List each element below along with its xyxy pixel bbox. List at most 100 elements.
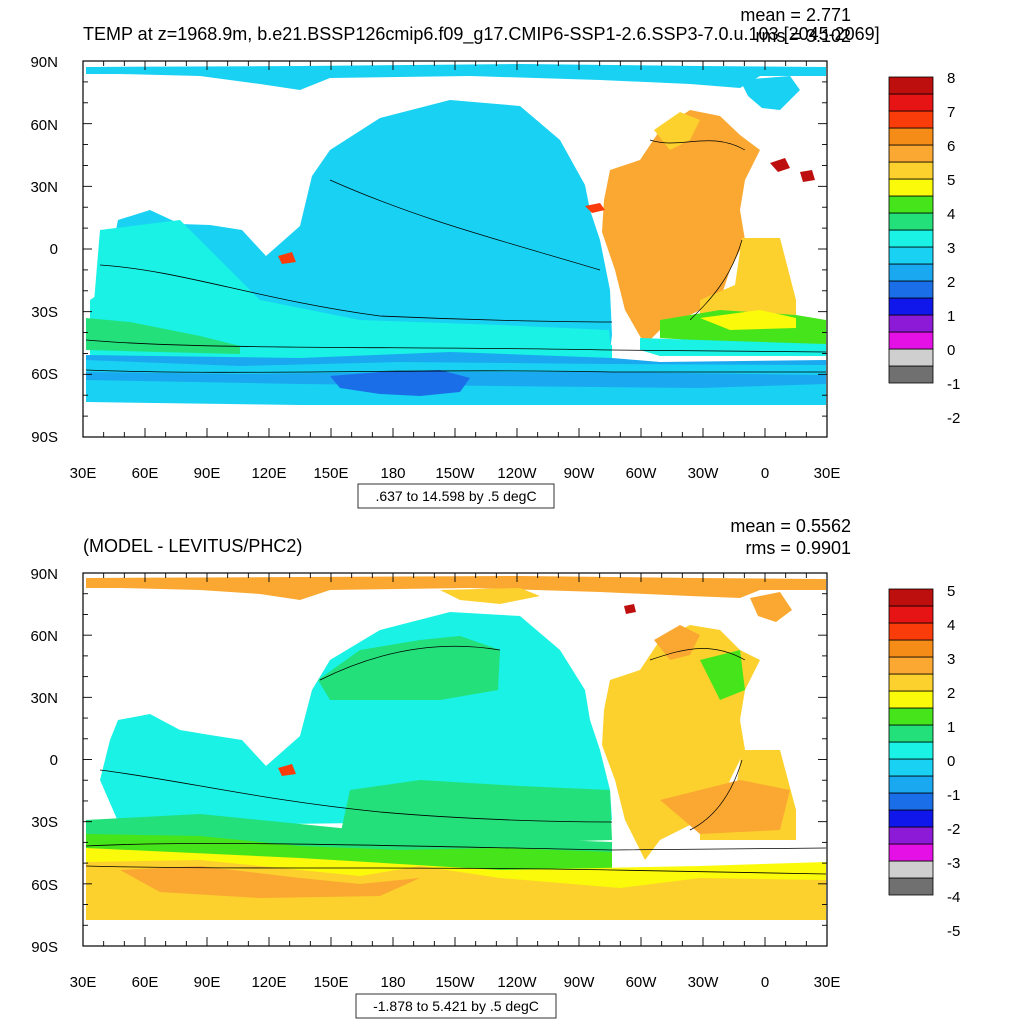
bottom-rms: rms = 0.9901 bbox=[745, 538, 851, 558]
lon-label: 60W bbox=[626, 465, 658, 482]
bottom-colorbar-labels: 5 4 3 2 1 0 -1 -2 -3 -4 -5 bbox=[947, 583, 960, 940]
lon-label: 0 bbox=[761, 974, 769, 991]
lat-label: 60N bbox=[30, 117, 58, 134]
colorbar-label: 8 bbox=[947, 70, 955, 87]
lon-label: 120W bbox=[497, 465, 537, 482]
colorbar-box bbox=[888, 724, 934, 743]
colorbar-box bbox=[888, 348, 934, 367]
lat-label: 90N bbox=[30, 566, 58, 583]
colorbar-box bbox=[888, 809, 934, 828]
colorbar-box bbox=[888, 826, 934, 845]
lon-label: 60W bbox=[626, 974, 658, 991]
lat-label: 60S bbox=[31, 366, 58, 383]
colorbar-box bbox=[888, 690, 934, 709]
colorbar-box bbox=[888, 365, 934, 384]
colorbar-label: -1 bbox=[947, 376, 960, 393]
lat-label: 0 bbox=[50, 752, 58, 769]
top-colorbar-labels: 8 7 6 5 4 3 2 1 0 -1 -2 bbox=[947, 70, 960, 427]
colorbar-label: 5 bbox=[947, 172, 955, 189]
top-axis-ticks bbox=[82, 60, 828, 438]
lat-label: 60S bbox=[31, 877, 58, 894]
lon-label: 30W bbox=[688, 465, 720, 482]
top-panel: TEMP at z=1968.9m, b.e21.BSSP126cmip6.f0… bbox=[30, 5, 960, 509]
colorbar-box bbox=[888, 775, 934, 794]
lat-label: 30N bbox=[30, 690, 58, 707]
lon-label: 30E bbox=[814, 465, 841, 482]
colorbar-box bbox=[888, 673, 934, 692]
top-title: TEMP at z=1968.9m, b.e21.BSSP126cmip6.f0… bbox=[83, 24, 880, 45]
colorbar-box bbox=[888, 76, 934, 95]
colorbar-box bbox=[888, 144, 934, 163]
colorbar-label: -3 bbox=[947, 855, 960, 872]
lon-label: 60E bbox=[132, 974, 159, 991]
colorbar-label: -2 bbox=[947, 821, 960, 838]
lat-label: 0 bbox=[50, 241, 58, 258]
lon-label: 90E bbox=[194, 974, 221, 991]
lat-label: 30S bbox=[31, 304, 58, 321]
colorbar-box bbox=[888, 843, 934, 862]
colorbar-box bbox=[888, 178, 934, 197]
colorbar-label: 3 bbox=[947, 240, 955, 257]
bottom-colorbar bbox=[888, 588, 934, 896]
top-lon-labels: 30E 60E 90E 120E 150E 180 150W 120W 90W … bbox=[70, 465, 841, 482]
colorbar-box bbox=[888, 195, 934, 214]
lat-label: 90N bbox=[30, 54, 58, 71]
colorbar-label: 1 bbox=[947, 719, 955, 736]
lon-label: 150E bbox=[313, 465, 348, 482]
colorbar-label: 3 bbox=[947, 651, 955, 668]
colorbar-box bbox=[888, 280, 934, 299]
colorbar-label: 0 bbox=[947, 342, 955, 359]
colorbar-box bbox=[888, 656, 934, 675]
colorbar-box bbox=[888, 110, 934, 129]
lat-label: 90S bbox=[31, 429, 58, 446]
colorbar-box bbox=[888, 297, 934, 316]
top-colorbar bbox=[888, 76, 934, 384]
colorbar-box bbox=[888, 707, 934, 726]
colorbar-label: 4 bbox=[947, 617, 955, 634]
top-info-text: .637 to 14.598 by .5 degC bbox=[375, 488, 536, 504]
colorbar-box bbox=[888, 792, 934, 811]
lon-label: 30E bbox=[814, 974, 841, 991]
colorbar-box bbox=[888, 741, 934, 760]
colorbar-box bbox=[888, 263, 934, 282]
lon-label: 90W bbox=[564, 974, 596, 991]
colorbar-box bbox=[888, 314, 934, 333]
lon-label: 90W bbox=[564, 465, 596, 482]
lat-label: 30S bbox=[31, 814, 58, 831]
colorbar-label: -2 bbox=[947, 410, 960, 427]
colorbar-label: 5 bbox=[947, 583, 955, 600]
lon-label: 150W bbox=[435, 465, 475, 482]
colorbar-box bbox=[888, 331, 934, 350]
colorbar-label: -1 bbox=[947, 787, 960, 804]
colorbar-box bbox=[888, 161, 934, 180]
bottom-mean: mean = 0.5562 bbox=[730, 516, 851, 536]
lat-label: 90S bbox=[31, 939, 58, 956]
lon-label: 180 bbox=[380, 465, 405, 482]
lon-label: 150E bbox=[313, 974, 348, 991]
lon-label: 60E bbox=[132, 465, 159, 482]
lon-label: 90E bbox=[194, 465, 221, 482]
colorbar-box bbox=[888, 758, 934, 777]
lon-label: 120W bbox=[497, 974, 537, 991]
top-mean: mean = 2.771 bbox=[740, 5, 851, 25]
colorbar-box bbox=[888, 93, 934, 112]
colorbar-label: -4 bbox=[947, 889, 960, 906]
colorbar-label: 6 bbox=[947, 138, 955, 155]
lon-label: 30E bbox=[70, 465, 97, 482]
lat-label: 30N bbox=[30, 179, 58, 196]
top-rms: rms = 3.102 bbox=[755, 26, 851, 46]
colorbar-label: 0 bbox=[947, 753, 955, 770]
lat-label: 60N bbox=[30, 628, 58, 645]
bottom-lon-labels: 30E 60E 90E 120E 150E 180 150W 120W 90W … bbox=[70, 974, 841, 991]
colorbar-label: 2 bbox=[947, 274, 955, 291]
bottom-panel: (MODEL - LEVITUS/PHC2) mean = 0.5562 rms… bbox=[30, 516, 960, 1019]
colorbar-box bbox=[888, 860, 934, 879]
top-info-box bbox=[357, 483, 555, 509]
colorbar-label: 2 bbox=[947, 685, 955, 702]
lon-label: 150W bbox=[435, 974, 475, 991]
colorbar-box bbox=[888, 246, 934, 265]
bottom-lat-labels: 90N 60N 30N 0 30S 60S 90S bbox=[30, 566, 58, 956]
bottom-title: (MODEL - LEVITUS/PHC2) bbox=[83, 536, 302, 556]
colorbar-label: -5 bbox=[947, 923, 960, 940]
